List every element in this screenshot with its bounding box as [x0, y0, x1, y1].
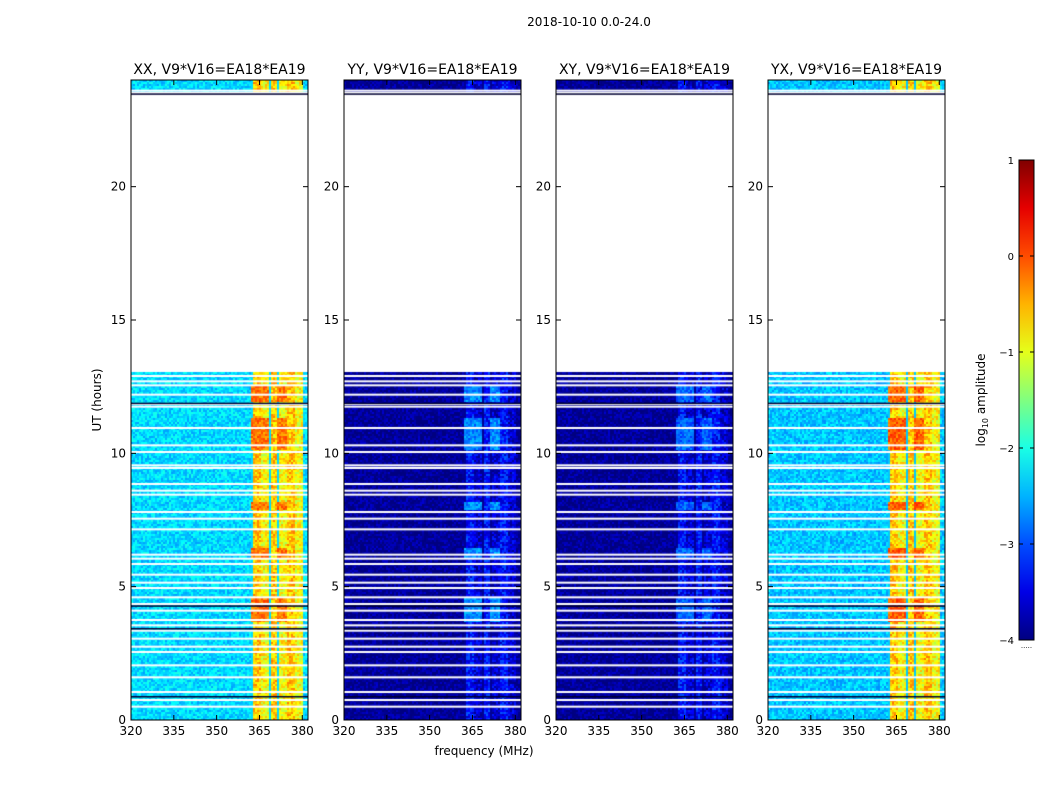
- panel-title: XY, V9*V16=EA18*EA19: [559, 62, 730, 78]
- colorbar-tick-label: −2: [999, 444, 1014, 455]
- y-tick-label: 0: [543, 713, 551, 727]
- y-tick-label: 5: [331, 580, 339, 594]
- panel-yx: YX, V9*V16=EA18*EA19 320 335 350 365 380 0 5 10 1…: [748, 62, 951, 738]
- x-tick-label: 365: [248, 724, 271, 738]
- panel-title: YX, V9*V16=EA18*EA19: [770, 62, 942, 78]
- y-tick-label: 10: [536, 446, 551, 460]
- y-axis-label: UT (hours): [90, 368, 104, 431]
- panel-title: XX, V9*V16=EA18*EA19: [133, 62, 305, 78]
- y-tick-label: 5: [755, 580, 763, 594]
- x-axis-label: frequency (MHz): [434, 744, 533, 758]
- y-tick-label: 15: [111, 313, 126, 327]
- x-tick-label: 335: [587, 724, 610, 738]
- y-tick-label: 10: [111, 446, 126, 460]
- plot-frame: [767, 79, 946, 721]
- heatmap-image: [131, 80, 308, 720]
- x-tick-label: 380: [716, 724, 739, 738]
- heatmap-image: [768, 80, 945, 720]
- x-tick-label: 320: [757, 724, 780, 738]
- x-tick-label: 350: [630, 724, 653, 738]
- colorbar-tick-label: 1: [1008, 156, 1014, 167]
- panel-xx: XX, V9*V16=EA18*EA19 320 335 350 365 380 0 5 10 1…: [111, 62, 314, 738]
- y-tick-label: 0: [331, 713, 339, 727]
- x-tick-label: 350: [418, 724, 441, 738]
- x-tick-label: 380: [291, 724, 314, 738]
- colorbar-tick-label: 0: [1008, 252, 1014, 263]
- panel-title: YY, V9*V16=EA18*EA19: [346, 62, 517, 78]
- y-tick-label: 15: [748, 313, 763, 327]
- colorbar-tick-label: −4: [999, 636, 1014, 647]
- figure-title: 2018-10-10 0.0-24.0: [527, 15, 651, 29]
- colorbar-dots: .....: [1021, 642, 1032, 650]
- x-tick-label: 365: [461, 724, 484, 738]
- x-tick-label: 335: [162, 724, 185, 738]
- colorbar-tick-label: −3: [999, 540, 1014, 551]
- heatmap-image: [556, 80, 733, 720]
- y-tick-label: 10: [748, 446, 763, 460]
- colorbar-tick-label: −1: [999, 348, 1014, 359]
- heatmap-image: [344, 80, 521, 720]
- x-tick-label: 320: [333, 724, 356, 738]
- x-tick-label: 350: [842, 724, 865, 738]
- y-tick-label: 5: [543, 580, 551, 594]
- y-tick-label: 20: [324, 180, 339, 194]
- x-tick-label: 335: [799, 724, 822, 738]
- y-tick-label: 10: [324, 446, 339, 460]
- x-tick-label: 350: [205, 724, 228, 738]
- x-tick-label: 365: [885, 724, 908, 738]
- panel-yy: YY, V9*V16=EA18*EA19 320 335 350 365 380 0 5 10 1…: [324, 62, 527, 738]
- panels: XX, V9*V16=EA18*EA19 320 335 350 365 380 0 5 10 1…: [111, 62, 951, 738]
- panel-xy: XY, V9*V16=EA18*EA19 320 335 350 365 380 0 5 10 1…: [536, 62, 739, 738]
- plot-frame: [555, 79, 734, 721]
- y-tick-label: 0: [118, 713, 126, 727]
- x-tick-label: 365: [673, 724, 696, 738]
- plot-frame: [130, 79, 309, 721]
- y-tick-label: 20: [536, 180, 551, 194]
- x-tick-label: 320: [120, 724, 143, 738]
- x-tick-label: 380: [928, 724, 951, 738]
- colorbar-gradient: [1018, 159, 1035, 641]
- y-tick-label: 15: [324, 313, 339, 327]
- y-tick-label: 20: [748, 180, 763, 194]
- x-tick-label: 380: [504, 724, 527, 738]
- colorbar-label: log10 amplitude: [974, 354, 990, 447]
- colorbar: 1 0 −1 −2 −3 −4 log10 amplitude.....: [974, 156, 1035, 650]
- x-tick-label: 320: [545, 724, 568, 738]
- x-tick-label: 335: [375, 724, 398, 738]
- y-tick-label: 5: [118, 580, 126, 594]
- y-tick-label: 20: [111, 180, 126, 194]
- plot-frame: [343, 79, 522, 721]
- y-tick-label: 15: [536, 313, 551, 327]
- y-tick-label: 0: [755, 713, 763, 727]
